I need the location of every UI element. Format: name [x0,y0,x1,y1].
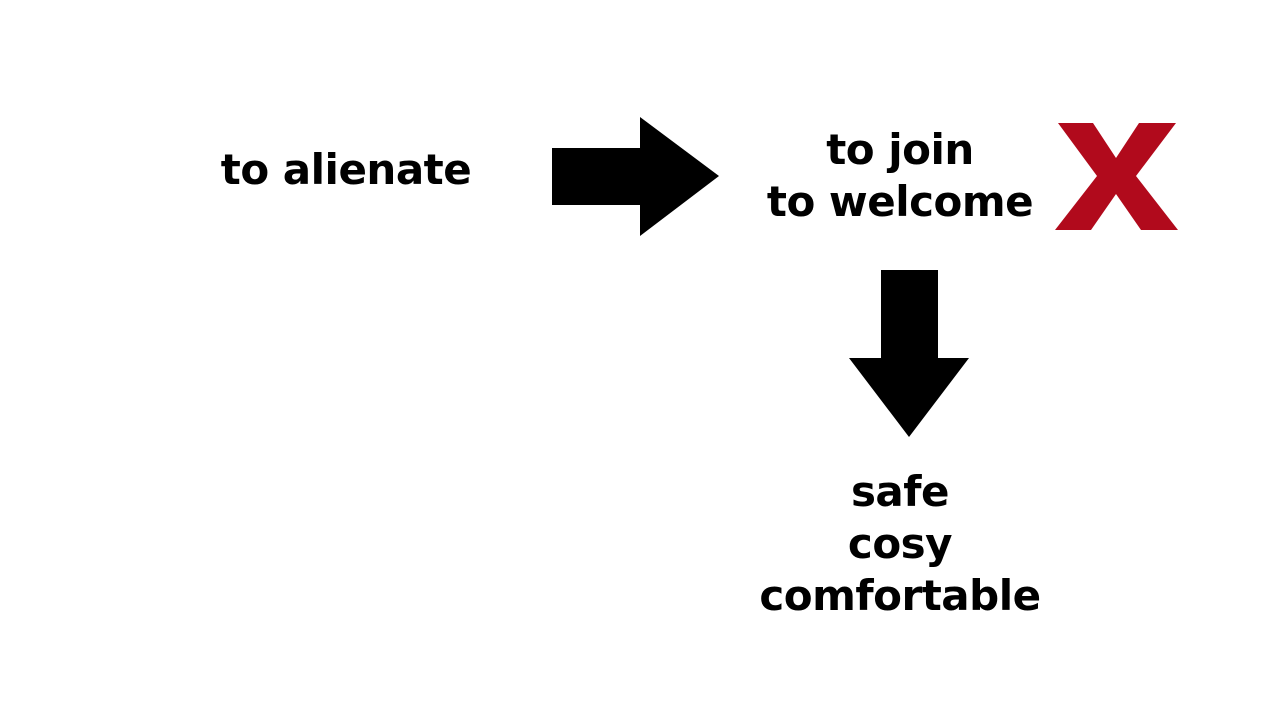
result-term-safe: safe [850,467,950,516]
opposite-term-join: to join [826,125,974,174]
result-terms: safe cosy comfortable [740,466,1060,622]
arrow-right-icon [552,117,719,236]
source-term: to alienate [220,145,472,194]
opposite-term-welcome: to welcome [766,177,1034,226]
cross-x-icon [1055,123,1178,230]
arrow-down-icon [849,270,969,437]
result-term-cosy: cosy [847,519,953,568]
opposite-terms: to join to welcome [750,124,1050,228]
result-term-comfortable: comfortable [759,571,1041,620]
